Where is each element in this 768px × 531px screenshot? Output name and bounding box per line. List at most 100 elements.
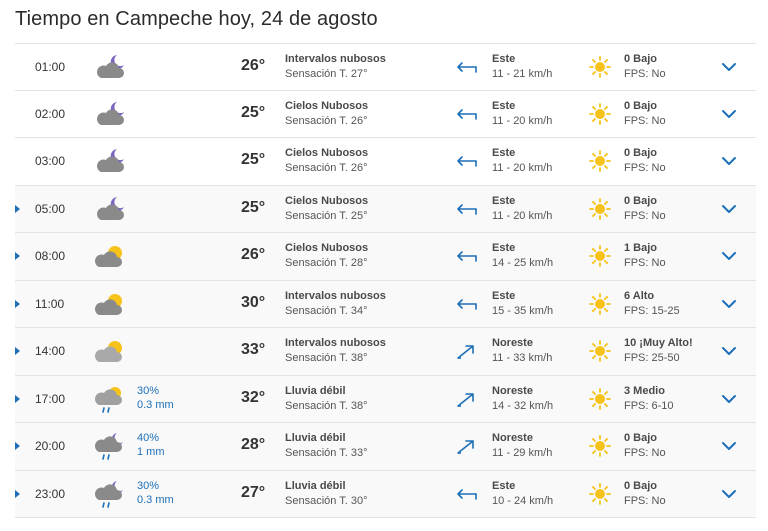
- fps-value: FPS: 25-50: [624, 352, 680, 364]
- wind-direction: Este: [492, 479, 516, 492]
- rain-moon-icon: [93, 431, 127, 461]
- wind: Noreste 11 - 33 km/h: [492, 336, 552, 366]
- cloud-moon-icon: [93, 146, 127, 176]
- uv-index: 3 Medio FPS: 6-10: [624, 384, 674, 414]
- condition-text: Lluvia débil: [285, 432, 346, 444]
- forecast-row[interactable]: 23:00 30% 0.3 mm 27° Lluvia débil Sensac…: [15, 470, 756, 518]
- chevron-down-icon[interactable]: [721, 154, 737, 166]
- wind: Noreste 14 - 32 km/h: [492, 384, 553, 414]
- condition: Cielos Nubosos Sensación T. 28°: [285, 241, 368, 271]
- temperature: 25°: [241, 103, 266, 121]
- hour: 01:00: [35, 60, 66, 74]
- forecast-row[interactable]: 02:00 25° Cielos Nubosos Sensación T. 26…: [15, 90, 756, 138]
- condition: Lluvia débil Sensación T. 30°: [285, 479, 367, 509]
- hourly-forecast-table: 01:00 26° Intervalos nubosos Sensación T…: [15, 43, 756, 518]
- uv-index: 0 Bajo FPS: No: [624, 479, 666, 509]
- hour: 14:00: [35, 344, 66, 358]
- uv-value: 3 Medio: [624, 384, 665, 397]
- sun-icon: [589, 56, 611, 78]
- forecast-row[interactable]: 03:00 25° Cielos Nubosos Sensación T. 26…: [15, 138, 756, 186]
- uv-value: 10 ¡Muy Alto!: [624, 337, 693, 349]
- temperature: 27°: [241, 483, 266, 501]
- precipitation: 40% 1 mm: [137, 431, 165, 459]
- sun-icon: [589, 292, 611, 315]
- condition-text: Intervalos nubosos: [285, 53, 386, 65]
- sun-icon: [589, 150, 611, 172]
- wind-direction: Este: [492, 242, 516, 254]
- forecast-row[interactable]: 17:00 30% 0.3 mm 32° Lluvia débil Sensac…: [15, 375, 756, 423]
- sun-icon: [589, 197, 611, 220]
- feels-like: Sensación T. 34°: [285, 304, 368, 317]
- expand-arrow-icon[interactable]: [15, 489, 20, 498]
- chevron-down-icon[interactable]: [721, 297, 737, 309]
- hour: 05:00: [35, 201, 66, 216]
- temperature: 25°: [241, 151, 266, 168]
- temperature: 28°: [241, 436, 266, 453]
- fps-value: FPS: No: [624, 114, 666, 127]
- forecast-row[interactable]: 05:00 25° Cielos Nubosos Sensación T. 25…: [15, 185, 756, 233]
- expand-arrow-icon[interactable]: [15, 442, 20, 450]
- cloud-moon-icon: [93, 52, 127, 82]
- forecast-row[interactable]: 08:00 26° Cielos Nubosos Sensación T. 28…: [15, 233, 756, 281]
- condition: Cielos Nubosos Sensación T. 26°: [285, 99, 368, 129]
- sun-icon: [589, 387, 611, 410]
- wind: Este 14 - 25 km/h: [492, 241, 553, 271]
- hour: 11:00: [35, 296, 65, 311]
- fps-value: FPS: No: [624, 447, 666, 459]
- chevron-down-icon[interactable]: [721, 60, 737, 72]
- sun-icon: [589, 435, 611, 457]
- wind-direction: Este: [492, 99, 516, 112]
- chevron-down-icon[interactable]: [721, 107, 737, 119]
- uv-value: 0 Bajo: [624, 479, 658, 492]
- condition: Cielos Nubosos Sensación T. 26°: [285, 146, 368, 176]
- chevron-down-icon[interactable]: [721, 344, 737, 356]
- condition: Lluvia débil Sensación T. 33°: [285, 431, 367, 461]
- forecast-row[interactable]: 20:00 40% 1 mm 28° Lluvia débil Sensació…: [15, 423, 756, 471]
- hour: 17:00: [35, 391, 66, 406]
- wind-east-icon: [455, 485, 479, 503]
- chevron-down-icon[interactable]: [721, 487, 737, 499]
- chevron-down-icon[interactable]: [721, 249, 737, 261]
- forecast-row[interactable]: 14:00 33° Intervalos nubosos Sensación T…: [15, 328, 756, 376]
- cloud-sun-light-icon: [93, 336, 127, 366]
- wind-speed: 14 - 32 km/h: [492, 399, 554, 412]
- uv-index: 0 Bajo FPS: No: [624, 52, 666, 82]
- wind: Este 10 - 24 km/h: [492, 479, 553, 509]
- chevron-down-icon[interactable]: [721, 202, 737, 214]
- uv-index: 0 Bajo FPS: No: [624, 146, 666, 176]
- hour: 20:00: [35, 439, 66, 453]
- uv-index: 0 Bajo FPS: No: [624, 99, 666, 129]
- fps-value: FPS: 15-25: [624, 304, 680, 317]
- expand-arrow-icon[interactable]: [15, 299, 20, 308]
- wind: Noreste 11 - 29 km/h: [492, 431, 552, 461]
- feels-like: Sensación T. 26°: [285, 114, 368, 127]
- expand-arrow-icon[interactable]: [15, 252, 20, 260]
- feels-like: Sensación T. 26°: [285, 162, 368, 174]
- expand-arrow-icon[interactable]: [15, 347, 20, 355]
- expand-arrow-icon[interactable]: [15, 204, 20, 213]
- cloud-sun-icon: [93, 241, 127, 271]
- uv-index: 0 Bajo FPS: No: [624, 431, 666, 461]
- feels-like: Sensación T. 25°: [285, 209, 368, 222]
- precip-amount: 0.3 mm: [137, 398, 174, 411]
- cloud-moon-icon: [93, 99, 127, 129]
- wind-east-icon: [455, 200, 479, 218]
- chevron-down-icon[interactable]: [721, 392, 737, 404]
- uv-index: 1 Bajo FPS: No: [624, 241, 666, 271]
- chevron-down-icon[interactable]: [721, 439, 737, 451]
- forecast-row[interactable]: 01:00 26° Intervalos nubosos Sensación T…: [15, 43, 756, 91]
- uv-value: 0 Bajo: [624, 194, 658, 207]
- wind-east-icon: [455, 58, 479, 76]
- forecast-row[interactable]: 11:00 30° Intervalos nubosos Sensación T…: [15, 280, 756, 328]
- wind-east-icon: [455, 152, 479, 170]
- fps-value: FPS: No: [624, 209, 666, 222]
- feels-like: Sensación T. 38°: [285, 399, 368, 412]
- page-title: Tiempo en Campeche hoy, 24 de agosto: [15, 8, 378, 30]
- hour: 08:00: [35, 249, 66, 263]
- uv-value: 0 Bajo: [624, 53, 658, 65]
- expand-arrow-icon[interactable]: [15, 394, 20, 403]
- temperature: 33°: [241, 341, 266, 358]
- wind-speed: 11 - 33 km/h: [492, 352, 553, 364]
- temperature: 32°: [241, 388, 266, 406]
- feels-like: Sensación T. 27°: [285, 68, 368, 80]
